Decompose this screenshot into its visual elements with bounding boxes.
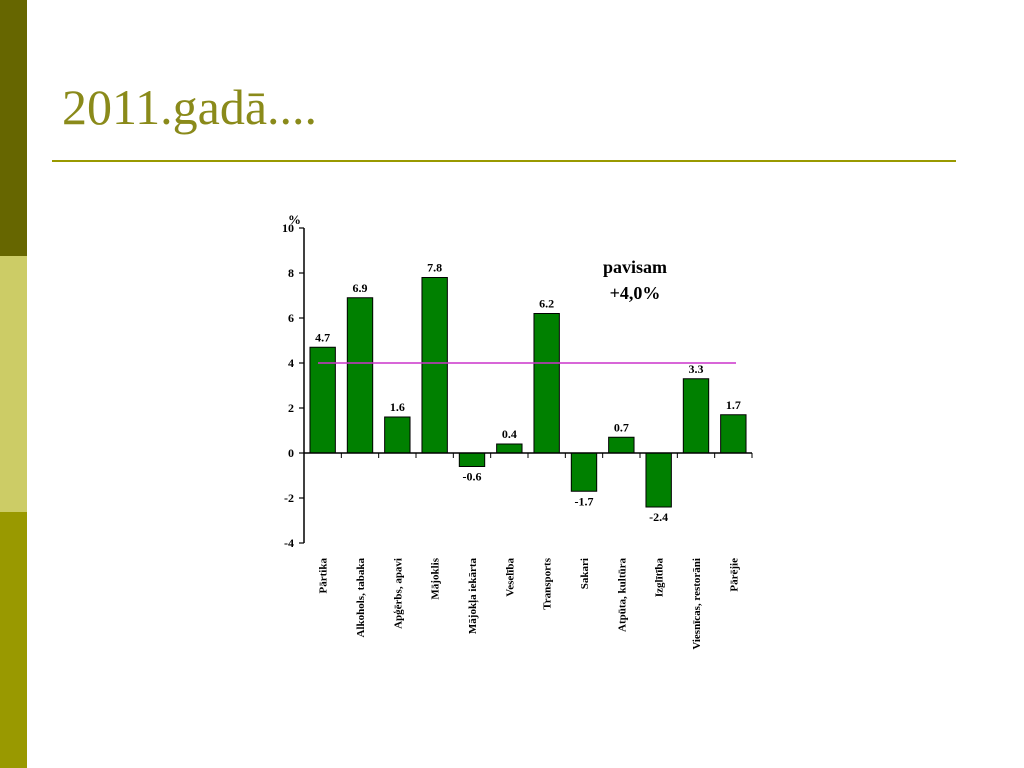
bar-value-label: 0.4	[502, 427, 517, 441]
x-category-label: Veselība	[504, 558, 516, 597]
x-category-label: Pārējie	[728, 558, 740, 592]
y-tick-label: 4	[288, 356, 294, 370]
y-tick-label: 0	[288, 446, 294, 460]
x-category-label: Sakari	[579, 558, 591, 589]
x-category-label: Apģērbs, apavi	[392, 558, 404, 629]
bar-value-label: 1.7	[726, 398, 741, 412]
y-axis-unit-label: %	[288, 212, 301, 227]
y-tick-label: -4	[284, 536, 294, 550]
bar	[720, 414, 747, 454]
x-category-label: Mājokļa iekārta	[467, 558, 479, 635]
bar-value-label: 6.2	[539, 297, 554, 311]
bar-value-label: 7.8	[427, 261, 442, 275]
bar	[384, 416, 411, 454]
bar-value-label: 0.7	[614, 420, 629, 434]
bar-value-label: -1.7	[575, 494, 594, 508]
slide-title: 2011.gadā....	[62, 79, 318, 135]
bar-value-label: 1.6	[390, 400, 405, 414]
bar-value-label: -2.4	[649, 510, 668, 524]
bar	[346, 297, 374, 454]
y-tick-label: 2	[288, 401, 294, 415]
sidebar-segment-bottom	[0, 512, 27, 768]
bar-value-label: -0.6	[463, 470, 482, 484]
bar	[496, 443, 523, 454]
bar-chart: 10 8 6 4 2 0 -2 -4% 4.7 6.9 1.6 7.8 -0.6 0.4 6.2 -1.7 0.…	[282, 212, 753, 650]
x-category-label: Transports	[542, 557, 554, 609]
bar	[570, 452, 598, 492]
sidebar-segment-top	[0, 0, 27, 256]
bar	[608, 436, 635, 454]
x-category-label: Atpūta, kultūra	[616, 558, 628, 632]
y-tick-label: 10	[282, 221, 294, 235]
sidebar-segment-middle	[0, 256, 27, 512]
y-tick-label: 8	[288, 266, 294, 280]
bar	[421, 277, 448, 454]
bar	[458, 452, 486, 467]
annotation-total-value: +4,0%	[610, 283, 661, 303]
bar	[645, 452, 672, 508]
bar-value-label: 3.3	[689, 362, 704, 376]
title-divider	[52, 160, 956, 162]
bar	[682, 378, 710, 454]
y-tick-label: -2	[284, 491, 294, 505]
x-category-label: Mājoklis	[430, 557, 442, 599]
x-category-label: Viesnīcas, restorāni	[691, 558, 703, 650]
x-category-label: Pārtika	[318, 558, 330, 594]
y-tick-label: 6	[288, 311, 294, 325]
annotation-total-label: pavisam	[603, 257, 667, 277]
bar	[309, 346, 336, 454]
x-category-label: Izglītība	[654, 558, 666, 598]
sidebar-decoration	[0, 0, 27, 768]
bar-value-label: 4.7	[315, 330, 330, 344]
bar	[533, 313, 560, 454]
x-category-label: Alkohols, tabaka	[355, 558, 367, 638]
bar-value-label: 6.9	[353, 281, 368, 295]
